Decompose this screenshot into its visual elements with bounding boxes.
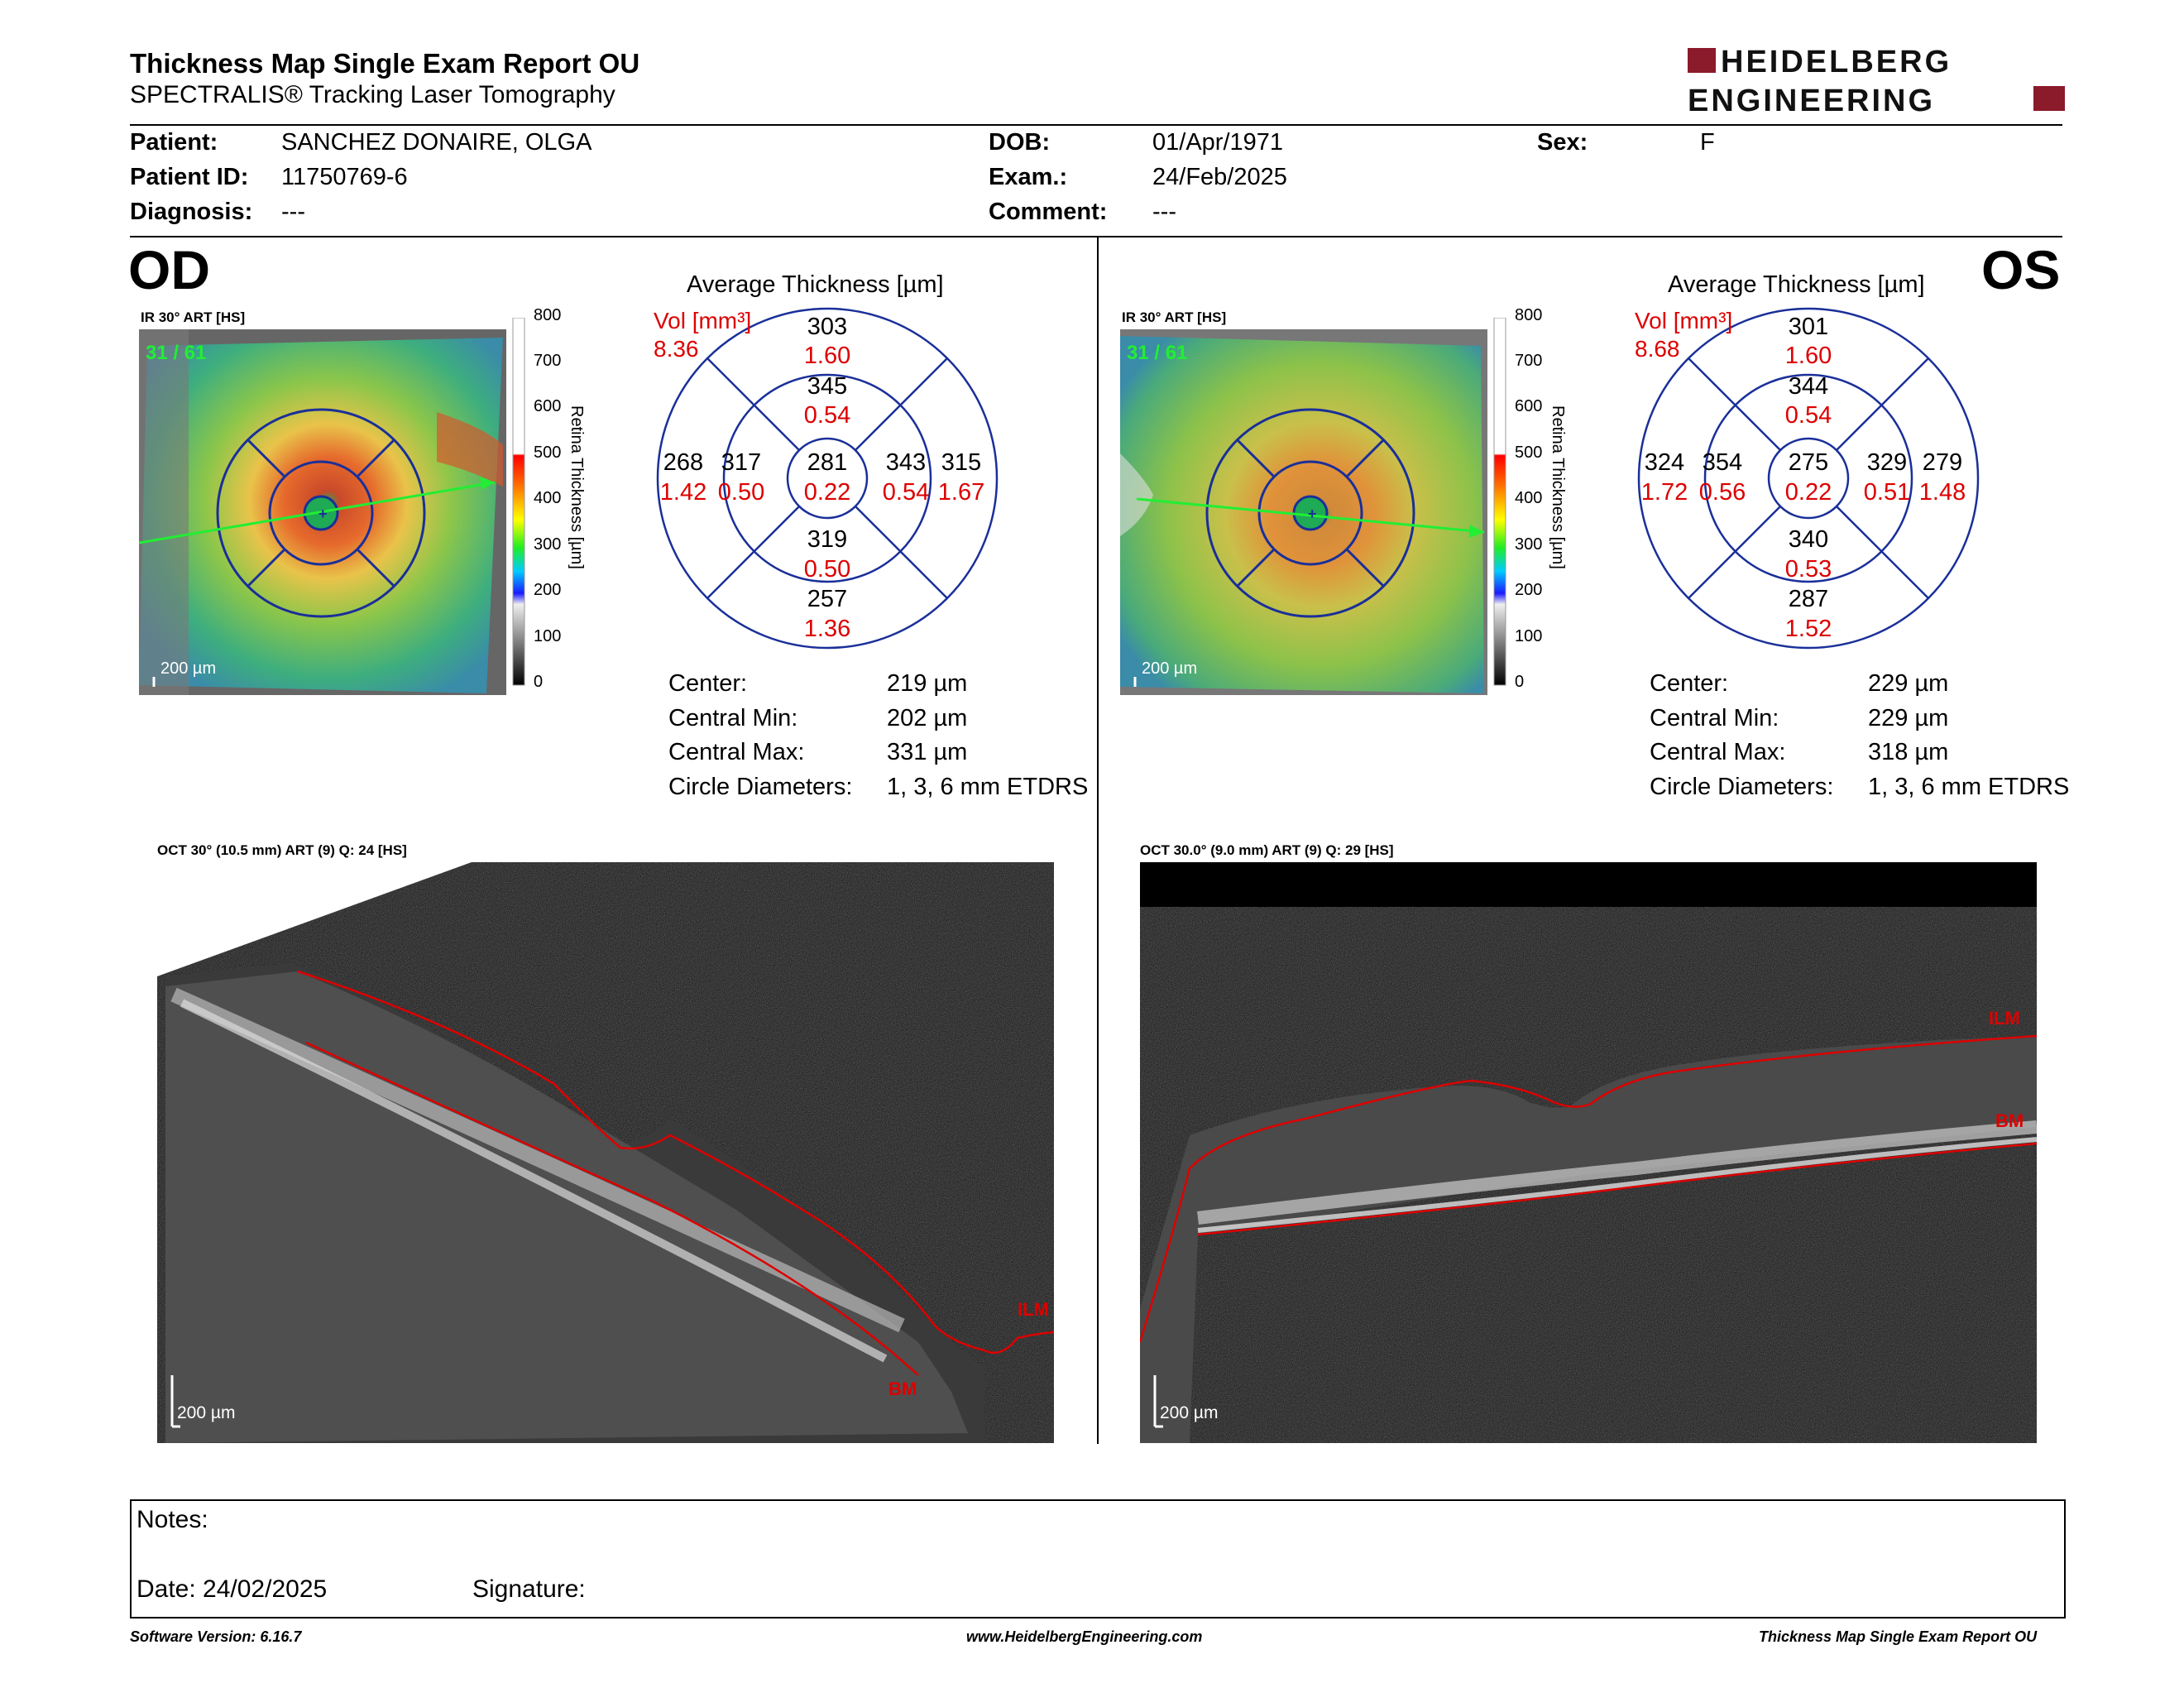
comment-label: Comment: (989, 199, 1108, 225)
os-oct-label: OCT 30.0° (9.0 mm) ART (9) Q: 29 [HS] (1140, 842, 1394, 858)
svg-text:200 µm: 200 µm (1142, 659, 1197, 678)
svg-text:200 µm: 200 µm (177, 1403, 235, 1422)
od-color-scale (511, 317, 611, 703)
od-max-value: 331 µm (887, 739, 968, 765)
dob-label: DOB: (989, 129, 1051, 156)
eye-divider (1097, 237, 1099, 1444)
patient-name: SANCHEZ DONAIRE, OLGA (281, 129, 592, 156)
software-version: Software Version: 6.16.7 (130, 1628, 302, 1645)
os-oct-scan: ILM BM 200 µm (1138, 862, 2038, 1447)
sex-value: F (1700, 129, 1715, 156)
diagnosis-value: --- (281, 199, 305, 225)
notes-label: Notes: (136, 1506, 208, 1533)
od-max-label: Central Max: (668, 739, 805, 765)
os-vol-label: Vol [mm³] (1635, 308, 1733, 333)
od-etdrs-grid (654, 305, 1001, 656)
svg-text:HEIDELBERG: HEIDELBERG (1721, 45, 1952, 79)
od-diam-label: Circle Diameters: (668, 774, 853, 800)
od-center-label: Center: (668, 670, 748, 697)
header-divider (130, 124, 2062, 126)
patient-id-label: Patient ID: (130, 164, 249, 190)
os-min-value: 229 µm (1868, 705, 1949, 731)
info-divider (130, 236, 2062, 237)
svg-text:ILM: ILM (1989, 1008, 2020, 1029)
od-oct-scan: ILM BM 200 µm (157, 862, 1055, 1447)
svg-text:31 / 61: 31 / 61 (146, 342, 206, 364)
os-vol-value: 8.68 (1635, 336, 1680, 362)
od-eye-label: OD (128, 239, 210, 300)
os-grid-values: 301 1.60 344 0.54 324 1.72 354 0.56 275 … (1640, 314, 1966, 642)
od-vol-value: 8.36 (654, 336, 699, 362)
report-title: Thickness Map Single Exam Report OU (130, 48, 640, 79)
signature-label: Signature: (472, 1575, 586, 1603)
exam-label: Exam.: (989, 164, 1068, 190)
os-thickness-map: + 31 / 61 200 µm (1120, 329, 1487, 699)
svg-text:ENGINEERING: ENGINEERING (1688, 84, 1935, 118)
od-grid-values: 303 1.60 345 0.54 268 1.42 317 0.50 281 … (659, 314, 985, 642)
od-avg-title: Average Thickness [µm] (687, 271, 944, 298)
os-scale-label: Retina Thickness [µm] (1548, 405, 1568, 604)
od-min-label: Central Min: (668, 705, 798, 731)
comment-value: --- (1152, 199, 1176, 225)
notes-box: Notes: Date: 24/02/2025 Signature: (130, 1499, 2066, 1618)
svg-text:Retina Thickness [µm]: Retina Thickness [µm] (1549, 405, 1567, 569)
od-center-value: 219 µm (887, 670, 968, 697)
os-center-value: 229 µm (1868, 670, 1949, 697)
od-thickness-map: + 31 / 61 200 µm (138, 329, 506, 699)
svg-text:31 / 61: 31 / 61 (1127, 342, 1187, 364)
report-subtitle: SPECTRALIS® Tracking Laser Tomography (130, 81, 615, 108)
svg-text:200 µm: 200 µm (1160, 1403, 1218, 1422)
os-eye-label: OS (1981, 239, 2061, 300)
website-link[interactable]: www.HeidelbergEngineering.com (966, 1628, 1203, 1645)
os-diam-value: 1, 3, 6 mm ETDRS (1868, 774, 2070, 800)
od-diam-value: 1, 3, 6 mm ETDRS (887, 774, 1089, 800)
od-oct-label: OCT 30° (10.5 mm) ART (9) Q: 24 [HS] (157, 842, 407, 858)
svg-text:+: + (1308, 506, 1317, 522)
od-ir-label: IR 30° ART [HS] (141, 309, 246, 325)
od-scale-label: Retina Thickness [µm] (567, 405, 587, 604)
os-ir-label: IR 30° ART [HS] (1122, 309, 1227, 325)
footer-report-name: Thickness Map Single Exam Report OU (1759, 1628, 2038, 1645)
exam-value: 24/Feb/2025 (1152, 164, 1287, 190)
svg-text:BM: BM (888, 1379, 917, 1399)
svg-text:Retina Thickness [µm]: Retina Thickness [µm] (568, 405, 586, 569)
os-etdrs-grid (1635, 305, 1982, 656)
os-min-label: Central Min: (1650, 705, 1779, 731)
svg-text:ILM: ILM (1018, 1299, 1049, 1320)
od-min-value: 202 µm (887, 705, 968, 731)
os-diam-label: Circle Diameters: (1650, 774, 1834, 800)
os-center-label: Center: (1650, 670, 1729, 697)
patient-id: 11750769-6 (281, 164, 408, 190)
dob-value: 01/Apr/1971 (1152, 129, 1284, 156)
sex-label: Sex: (1537, 129, 1588, 156)
date-label: Date: 24/02/2025 (136, 1575, 328, 1603)
svg-text:200 µm: 200 µm (160, 659, 216, 678)
svg-text:BM: BM (1995, 1110, 2024, 1131)
od-vol-label: Vol [mm³] (654, 308, 752, 333)
diagnosis-label: Diagnosis: (130, 199, 253, 225)
os-color-scale (1492, 317, 1592, 703)
svg-text:+: + (318, 506, 328, 522)
os-avg-title: Average Thickness [µm] (1668, 271, 1925, 298)
patient-label: Patient: (130, 129, 218, 156)
os-max-label: Central Max: (1650, 739, 1786, 765)
heidelberg-logo: HEIDELBERG ENGINEERING (1688, 45, 2068, 123)
os-max-value: 318 µm (1868, 739, 1949, 765)
